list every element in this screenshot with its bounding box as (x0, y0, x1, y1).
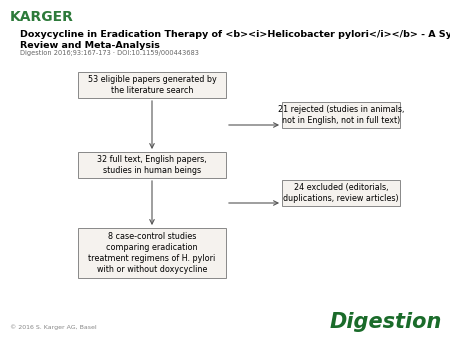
Text: Doxycycline in Eradication Therapy of <b><i>Helicobacter pylori</i></b> - A Syst: Doxycycline in Eradication Therapy of <b… (20, 30, 450, 50)
FancyBboxPatch shape (78, 152, 226, 178)
Text: Digestion 2016;93:167-173 · DOI:10.1159/000443683: Digestion 2016;93:167-173 · DOI:10.1159/… (20, 50, 199, 56)
Text: Digestion: Digestion (329, 312, 442, 332)
Text: © 2016 S. Karger AG, Basel: © 2016 S. Karger AG, Basel (10, 324, 97, 330)
FancyBboxPatch shape (78, 72, 226, 98)
FancyBboxPatch shape (282, 102, 400, 128)
Text: KARGER: KARGER (10, 10, 74, 24)
FancyBboxPatch shape (282, 180, 400, 206)
Text: 24 excluded (editorials,
duplications, review articles): 24 excluded (editorials, duplications, r… (283, 183, 399, 203)
Text: 8 case-control studies
comparing eradication
treatment regimens of H. pylori
wit: 8 case-control studies comparing eradica… (88, 232, 216, 274)
Text: 53 eligible papers generated by
the literature search: 53 eligible papers generated by the lite… (88, 75, 216, 95)
FancyBboxPatch shape (78, 228, 226, 278)
Text: 21 rejected (studies in animals,
not in English, not in full text): 21 rejected (studies in animals, not in … (278, 105, 404, 125)
Text: 32 full text, English papers,
studies in human beings: 32 full text, English papers, studies in… (97, 155, 207, 175)
